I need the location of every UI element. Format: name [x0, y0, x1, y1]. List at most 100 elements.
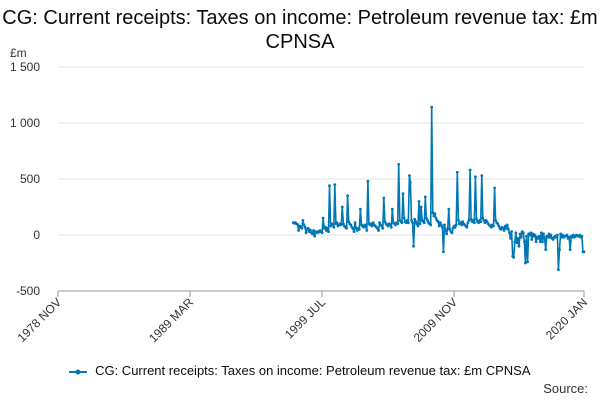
data-point: [554, 235, 558, 239]
data-point: [497, 224, 501, 228]
data-point: [425, 216, 428, 220]
data-point: [542, 232, 545, 236]
data-point: [469, 217, 473, 221]
data-point: [455, 170, 459, 174]
data-point: [483, 221, 487, 225]
data-point: [565, 233, 569, 237]
data-point: [544, 248, 548, 252]
data-point: [296, 223, 299, 226]
data-point: [333, 183, 337, 187]
data-point: [548, 235, 552, 239]
data-point: [467, 219, 471, 222]
data-point: [582, 250, 586, 254]
x-tick-label: 2009 NOV: [411, 295, 461, 345]
data-point: [536, 237, 540, 240]
data-point: [492, 224, 495, 228]
data-point: [394, 223, 397, 227]
data-point: [370, 224, 374, 228]
data-point: [437, 224, 441, 228]
data-point: [340, 205, 344, 209]
data-point: [406, 221, 410, 225]
data-point: [426, 219, 429, 222]
data-point: [546, 235, 550, 239]
data-point: [354, 226, 358, 230]
data-point: [365, 229, 369, 232]
y-tick-label: 1 500: [10, 60, 40, 74]
data-point: [422, 221, 426, 225]
data-point: [347, 220, 351, 224]
data-point: [477, 221, 480, 225]
data-point: [378, 221, 381, 225]
data-point: [346, 194, 349, 198]
data-point: [409, 181, 412, 184]
data-point: [313, 234, 316, 238]
data-point: [578, 233, 582, 237]
data-point: [570, 235, 574, 239]
data-point: [327, 230, 330, 234]
data-point: [481, 216, 485, 220]
y-axis: £m -500 0 500 1 000 1 500: [10, 46, 40, 298]
data-point: [556, 233, 559, 237]
data-point: [472, 221, 476, 225]
data-point: [342, 222, 345, 226]
data-point: [431, 211, 435, 215]
data-point: [502, 229, 506, 232]
data-point: [474, 175, 477, 179]
data-point: [302, 223, 306, 227]
data-point: [339, 223, 343, 227]
data-point: [388, 223, 392, 227]
data-point: [408, 174, 411, 178]
data-point: [355, 229, 359, 232]
data-point: [525, 234, 528, 238]
data-point: [352, 230, 356, 234]
data-point: [415, 222, 419, 226]
data-point: [429, 223, 433, 227]
data-point: [515, 241, 519, 245]
data-point: [557, 268, 560, 272]
data-point: [300, 226, 304, 230]
data-point: [441, 225, 444, 229]
data-point: [538, 240, 542, 244]
data-point: [503, 224, 507, 228]
data-point: [433, 212, 437, 216]
data-point: [410, 219, 413, 222]
y-tick-label: -500: [16, 284, 40, 298]
data-point: [508, 231, 511, 235]
data-point: [404, 221, 408, 225]
data-point: [413, 217, 417, 221]
data-point: [529, 231, 533, 235]
legend: CG: Current receipts: Taxes on income: P…: [0, 363, 600, 378]
x-tick-label: 2020 JAN: [543, 295, 590, 342]
data-point: [551, 238, 555, 241]
data-point: [448, 228, 452, 231]
data-point: [479, 220, 483, 224]
data-point: [504, 226, 508, 230]
data-point: [454, 223, 458, 227]
data-point: [380, 224, 384, 228]
data-point: [580, 234, 584, 238]
y-tick-label: 500: [20, 172, 40, 186]
data-point: [524, 261, 527, 265]
x-tick-label: 1989 MAR: [146, 295, 196, 345]
data-point: [450, 231, 454, 235]
data-point: [561, 233, 565, 237]
data-point: [447, 207, 451, 211]
data-point: [510, 230, 513, 234]
data-point: [531, 232, 535, 236]
data-point: [381, 226, 385, 230]
data-point: [326, 226, 329, 230]
data-point: [457, 219, 460, 222]
data-point: [560, 235, 563, 239]
data-point: [411, 221, 414, 225]
data-point: [366, 179, 370, 183]
data-point: [512, 256, 516, 259]
data-point: [382, 196, 386, 200]
data-point: [567, 235, 571, 239]
data-point: [534, 240, 538, 244]
data-point: [418, 222, 422, 226]
data-point: [357, 228, 361, 231]
data-point: [451, 226, 455, 230]
data-point: [312, 229, 315, 232]
y-tick-label: 1 000: [10, 116, 40, 130]
